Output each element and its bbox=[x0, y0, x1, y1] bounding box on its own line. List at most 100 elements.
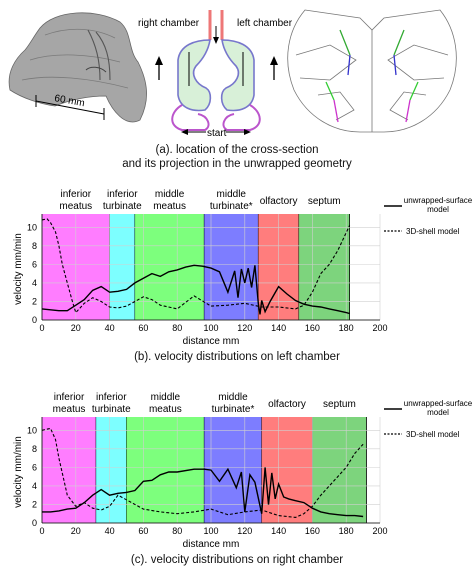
y-axis-label: velocity mm/min bbox=[13, 233, 24, 305]
cross-section bbox=[171, 10, 261, 131]
y-axis-label: velocity mm/min bbox=[13, 436, 24, 508]
x-tick-label: 120 bbox=[237, 323, 252, 333]
legend-label-line: unwrapped-surface bbox=[404, 196, 473, 205]
left-chamber-label: left chamber bbox=[237, 18, 293, 29]
region-label: middle meatus bbox=[149, 392, 182, 415]
region-band bbox=[42, 417, 97, 523]
region-band bbox=[96, 417, 127, 523]
y-tick-label: 0 bbox=[32, 518, 37, 528]
region-label: septum bbox=[323, 399, 356, 410]
x-axis-label: distance mm bbox=[183, 336, 240, 347]
y-tick-label: 6 bbox=[32, 259, 37, 269]
region-label-line: middle bbox=[155, 189, 185, 200]
region-label-line: inferior bbox=[107, 189, 138, 200]
region-label-line: turbinate bbox=[92, 404, 131, 415]
x-tick-label: 120 bbox=[237, 526, 252, 536]
legend-label-3d-shell: 3D-shell model bbox=[406, 430, 460, 439]
x-tick-label: 80 bbox=[172, 526, 182, 536]
y-tick-label: 8 bbox=[32, 444, 37, 454]
region-label-line: olfactory bbox=[268, 399, 306, 410]
region-label: middle meatus bbox=[153, 189, 186, 212]
x-tick-label: 180 bbox=[339, 526, 354, 536]
x-tick-label: 20 bbox=[71, 526, 81, 536]
region-band bbox=[261, 417, 313, 523]
y-tick-label: 0 bbox=[32, 315, 37, 325]
x-tick-label: 60 bbox=[138, 526, 148, 536]
x-tick-label: 160 bbox=[305, 526, 320, 536]
region-label-line: olfactory bbox=[260, 196, 298, 207]
scale-bar bbox=[35, 95, 105, 120]
x-tick-label: 0 bbox=[39, 323, 44, 333]
region-label: middle turbinate* bbox=[212, 392, 255, 415]
region-label-line: meatus bbox=[153, 201, 186, 212]
region-label-line: meatus bbox=[149, 404, 182, 415]
region-label: olfactory bbox=[268, 399, 306, 410]
region-label-line: middle bbox=[218, 392, 248, 403]
x-tick-label: 40 bbox=[105, 323, 115, 333]
y-tick-label: 6 bbox=[32, 462, 37, 472]
region-label: inferior meatus bbox=[59, 189, 92, 212]
x-tick-label: 80 bbox=[172, 323, 182, 333]
region-label-line: turbinate* bbox=[212, 404, 255, 415]
region-label: middle turbinate* bbox=[210, 189, 253, 212]
panel-a-caption-line2: and its projection in the unwrapped geom… bbox=[122, 158, 352, 170]
y-tick-label: 2 bbox=[32, 499, 37, 509]
panel-a: 60 mm right chamber left chamber bbox=[8, 9, 457, 139]
region-band bbox=[204, 214, 259, 320]
region-label-line: middle bbox=[151, 392, 181, 403]
legend-label-3d-shell: 3D-shell model bbox=[406, 227, 460, 236]
region-label-line: inferior bbox=[54, 392, 85, 403]
x-tick-label: 100 bbox=[203, 526, 218, 536]
y-tick-label: 10 bbox=[27, 425, 37, 435]
arrow-up-icon bbox=[270, 56, 278, 80]
start-label: start bbox=[207, 128, 227, 139]
series-3d-shell-line bbox=[41, 218, 351, 314]
region-label-line: meatus bbox=[53, 404, 86, 415]
region-label: inferior meatus bbox=[53, 392, 86, 415]
x-tick-label: 140 bbox=[271, 526, 286, 536]
y-tick-label: 8 bbox=[32, 241, 37, 251]
x-tick-label: 40 bbox=[105, 526, 115, 536]
x-axis-label: distance mm bbox=[183, 539, 240, 550]
series-unwrapped-line bbox=[42, 467, 364, 518]
region-label-line: septum bbox=[308, 196, 341, 207]
x-tick-label: 100 bbox=[203, 323, 218, 333]
region-label-line: turbinate* bbox=[210, 201, 253, 212]
region-label: inferior turbinate bbox=[103, 189, 142, 212]
region-label: olfactory bbox=[260, 196, 298, 207]
legend-label-line: model bbox=[427, 408, 449, 417]
x-tick-label: 0 bbox=[39, 526, 44, 536]
right-chamber-label: right chamber bbox=[138, 18, 200, 29]
series-unwrapped-line bbox=[41, 264, 350, 315]
chart-right-caption: (c). velocity distributions on right cha… bbox=[130, 554, 344, 566]
region-band bbox=[204, 417, 262, 523]
unwrapped-colored-lines bbox=[325, 29, 419, 123]
arrow-up-icon bbox=[155, 56, 163, 80]
region-label-line: septum bbox=[323, 399, 356, 410]
x-tick-label: 180 bbox=[339, 323, 354, 333]
region-label: inferior turbinate bbox=[92, 392, 131, 415]
x-tick-label: 60 bbox=[138, 323, 148, 333]
region-band bbox=[312, 417, 367, 523]
legend-label-line: unwrapped-surface bbox=[404, 399, 473, 408]
region-label: septum bbox=[308, 196, 341, 207]
legend-label-line: model bbox=[427, 205, 449, 214]
y-tick-label: 4 bbox=[32, 481, 37, 491]
legend-label-unwrapped: unwrapped-surface model bbox=[404, 399, 473, 417]
y-tick-label: 10 bbox=[27, 222, 37, 232]
x-tick-label: 200 bbox=[372, 526, 387, 536]
region-label-line: inferior bbox=[61, 189, 92, 200]
y-tick-label: 2 bbox=[32, 296, 37, 306]
panel-a-caption-line1: (a). location of the cross-section bbox=[155, 144, 319, 156]
region-label-line: meatus bbox=[59, 201, 92, 212]
x-tick-label: 140 bbox=[271, 323, 286, 333]
y-tick-label: 4 bbox=[32, 278, 37, 288]
region-band bbox=[134, 214, 205, 320]
x-tick-label: 200 bbox=[372, 323, 387, 333]
region-band bbox=[298, 214, 350, 320]
x-tick-label: 160 bbox=[305, 323, 320, 333]
scale-label: 60 mm bbox=[53, 93, 85, 109]
